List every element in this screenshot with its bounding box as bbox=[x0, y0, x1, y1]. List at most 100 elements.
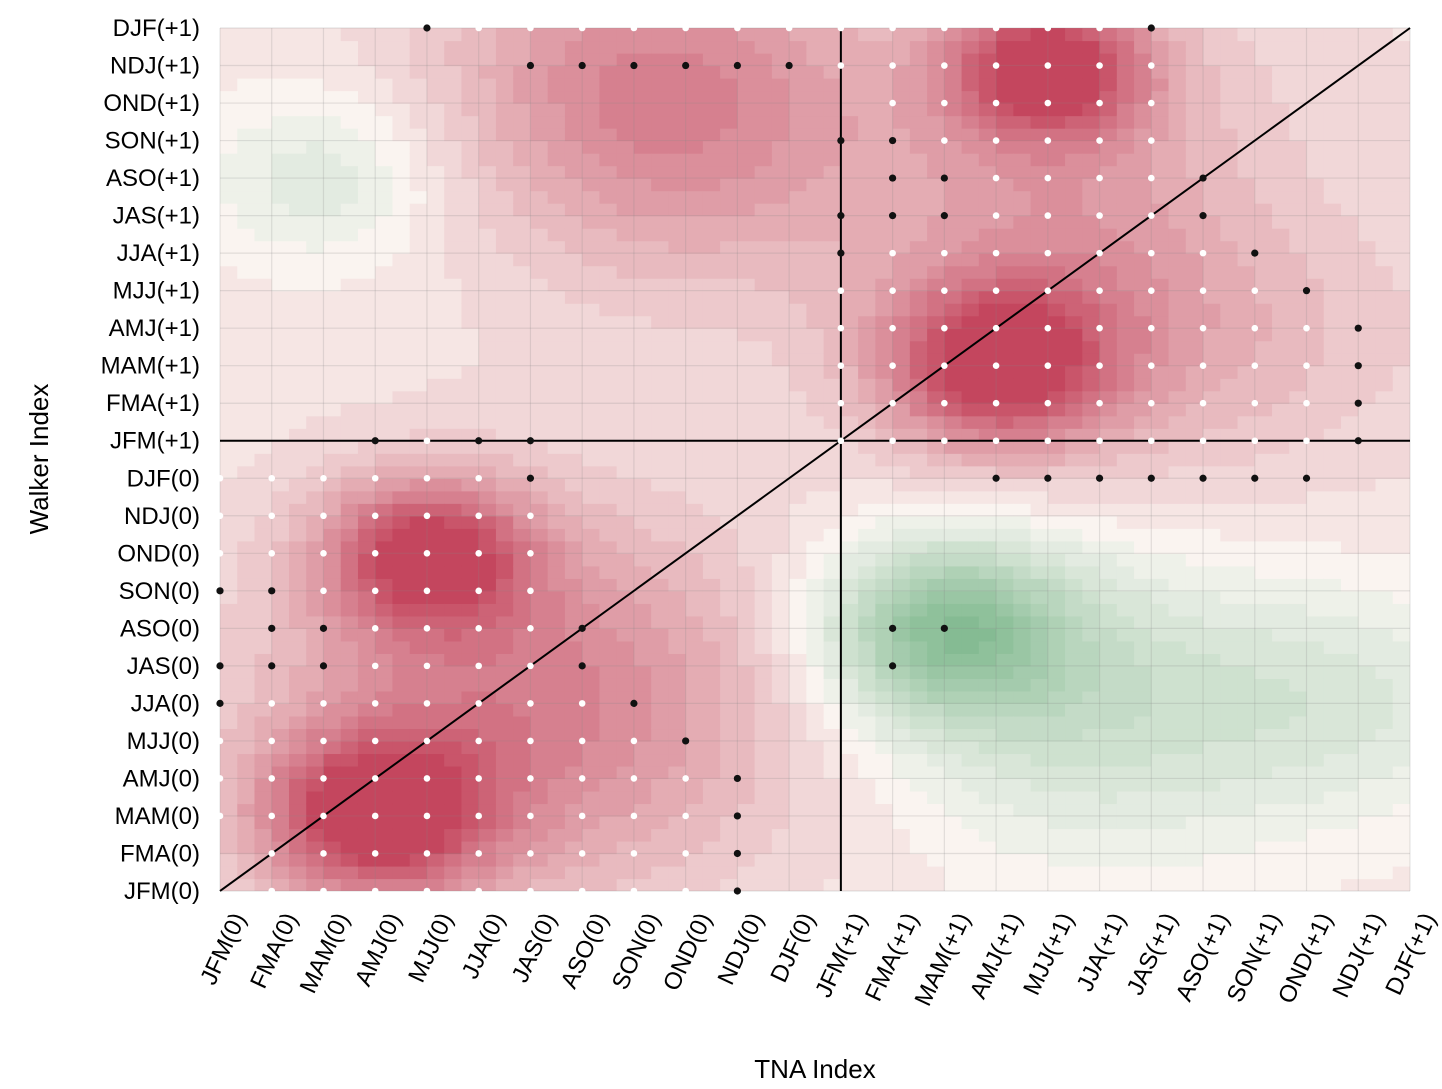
heat-cell bbox=[1289, 678, 1307, 691]
heat-cell bbox=[1203, 153, 1221, 166]
heat-cell bbox=[858, 53, 876, 66]
heat-cell bbox=[824, 578, 842, 591]
heat-cell bbox=[1220, 728, 1238, 741]
heat-cell bbox=[254, 41, 272, 54]
heat-cell bbox=[962, 141, 980, 154]
heat-cell bbox=[703, 128, 721, 141]
heat-cell bbox=[1203, 566, 1221, 579]
heat-cell bbox=[599, 666, 617, 679]
heat-cell bbox=[1289, 253, 1307, 266]
heat-cell bbox=[979, 766, 997, 779]
marker-white bbox=[527, 25, 534, 32]
heat-cell bbox=[1048, 516, 1066, 529]
heat-cell bbox=[496, 391, 514, 404]
heat-cell bbox=[720, 466, 738, 479]
heat-cell bbox=[582, 353, 600, 366]
heat-cell bbox=[996, 366, 1014, 379]
heat-cell bbox=[875, 716, 893, 729]
heat-cell bbox=[634, 778, 652, 791]
heat-cell bbox=[548, 391, 566, 404]
heat-cell bbox=[1082, 828, 1100, 841]
heat-cell bbox=[1324, 591, 1342, 604]
heat-cell bbox=[1393, 78, 1411, 91]
heat-cell bbox=[737, 278, 755, 291]
heat-cell bbox=[789, 278, 807, 291]
heat-cell bbox=[703, 491, 721, 504]
heat-cell bbox=[1358, 191, 1376, 204]
heat-cell bbox=[548, 703, 566, 716]
heat-cell bbox=[565, 503, 583, 516]
heat-cell bbox=[893, 416, 911, 429]
marker-white bbox=[527, 738, 534, 745]
heat-cell bbox=[1307, 491, 1325, 504]
heat-cell bbox=[1048, 216, 1066, 229]
marker-white bbox=[889, 100, 896, 107]
heat-cell bbox=[1358, 791, 1376, 804]
heat-cell bbox=[479, 491, 497, 504]
heat-cell bbox=[410, 753, 428, 766]
heat-cell bbox=[358, 28, 376, 41]
heat-cell bbox=[548, 728, 566, 741]
heat-cell bbox=[410, 328, 428, 341]
heat-cell bbox=[461, 453, 479, 466]
heat-cell bbox=[634, 441, 652, 454]
heat-cell bbox=[1238, 78, 1256, 91]
heat-cell bbox=[634, 128, 652, 141]
heat-cell bbox=[1289, 266, 1307, 279]
marker-white bbox=[682, 850, 689, 857]
heat-cell bbox=[1169, 578, 1187, 591]
heat-cell bbox=[686, 853, 704, 866]
heat-cell bbox=[875, 691, 893, 704]
heat-cell bbox=[858, 391, 876, 404]
heat-cell bbox=[1013, 41, 1031, 54]
heat-cell bbox=[1151, 516, 1169, 529]
heat-cell bbox=[1324, 228, 1342, 241]
heat-cell bbox=[1117, 116, 1135, 129]
heat-cell bbox=[323, 391, 341, 404]
heat-cell bbox=[806, 228, 824, 241]
heat-cell bbox=[979, 228, 997, 241]
heat-cell bbox=[565, 266, 583, 279]
marker-white bbox=[372, 550, 379, 557]
heat-cell bbox=[1117, 878, 1135, 891]
heat-cell bbox=[1013, 428, 1031, 441]
heat-cell bbox=[1151, 678, 1169, 691]
heat-cell bbox=[824, 728, 842, 741]
heat-cell bbox=[720, 41, 738, 54]
heat-cell bbox=[237, 766, 255, 779]
heat-cell bbox=[323, 203, 341, 216]
heat-cell bbox=[427, 828, 445, 841]
heat-cell bbox=[582, 291, 600, 304]
heat-cell bbox=[806, 866, 824, 879]
heat-cell bbox=[668, 691, 686, 704]
heat-cell bbox=[358, 66, 376, 79]
heat-cell bbox=[548, 553, 566, 566]
heat-cell bbox=[789, 353, 807, 366]
heat-cell bbox=[686, 678, 704, 691]
heat-cell bbox=[289, 716, 307, 729]
heat-cell bbox=[1376, 766, 1394, 779]
heat-cell bbox=[893, 641, 911, 654]
heat-cell bbox=[841, 466, 859, 479]
heat-cell bbox=[1082, 728, 1100, 741]
heat-cell bbox=[962, 766, 980, 779]
heat-cell bbox=[1358, 691, 1376, 704]
heat-cell bbox=[530, 153, 548, 166]
heat-cell bbox=[1307, 878, 1325, 891]
heat-cell bbox=[1048, 666, 1066, 679]
marker-white bbox=[838, 62, 845, 69]
heat-cell bbox=[910, 278, 928, 291]
heat-cell bbox=[1289, 816, 1307, 829]
heat-cell bbox=[1358, 666, 1376, 679]
marker-white bbox=[217, 738, 224, 745]
heat-cell bbox=[530, 253, 548, 266]
heat-cell bbox=[1307, 441, 1325, 454]
heat-cell bbox=[737, 241, 755, 254]
marker-white bbox=[217, 813, 224, 820]
heat-cell bbox=[392, 291, 410, 304]
heat-cell bbox=[996, 866, 1014, 879]
heat-cell bbox=[858, 303, 876, 316]
marker-white bbox=[424, 475, 431, 482]
heat-cell bbox=[1324, 378, 1342, 391]
heat-cell bbox=[1289, 853, 1307, 866]
